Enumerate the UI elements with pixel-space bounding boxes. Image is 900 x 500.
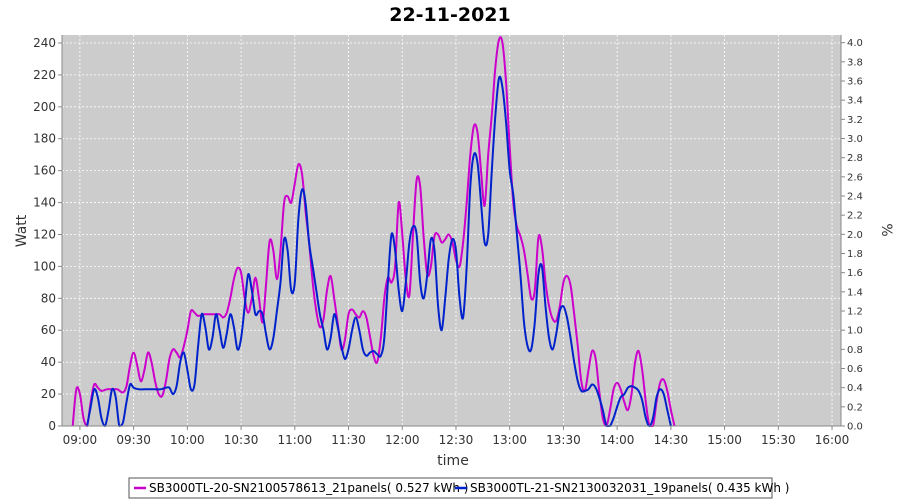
x-tick-label: 15:00	[707, 433, 742, 447]
y-tick-label: 100	[33, 259, 56, 273]
y2-tick-label: 0.8	[847, 345, 863, 356]
y2-tick-label: 2.8	[847, 153, 863, 164]
y2-tick-label: 0.2	[847, 402, 863, 413]
y2-tick-label: 1.2	[847, 307, 863, 318]
y-tick-label: 220	[33, 68, 56, 82]
y2-tick-label: 3.0	[847, 134, 863, 145]
legend-label-2: SB3000TL-21-SN2130032031_19panels( 0.435…	[470, 481, 789, 495]
y-tick-label: 40	[41, 355, 56, 369]
y-tick-label: 20	[41, 387, 56, 401]
x-tick-label: 14:00	[600, 433, 635, 447]
axes: 09:00 09:30 10:00 10:30 11:00 11:30 12:00 12:30…	[33, 35, 863, 447]
x-tick-label: 11:30	[331, 433, 366, 447]
legend: SB3000TL-20-SN2100578613_21panels( 0.527…	[128, 477, 789, 499]
y2-tick-label: 3.6	[847, 77, 863, 88]
y2-tick-label: 1.4	[847, 287, 863, 298]
y2-tick-label: 1.6	[847, 268, 863, 279]
x-tick-label: 11:00	[278, 433, 313, 447]
x-tick-label: 14:30	[654, 433, 689, 447]
x-tick-label: 10:30	[224, 433, 259, 447]
y-tick-label: 180	[33, 132, 56, 146]
x-tick-label: 16:00	[815, 433, 850, 447]
x-tick-label: 10:00	[170, 433, 205, 447]
plot-area	[62, 35, 841, 426]
x-tick-label: 15:30	[761, 433, 796, 447]
x-tick-label: 09:30	[116, 433, 151, 447]
y-tick-label: 80	[41, 291, 56, 305]
y2-tick-label: 0.4	[847, 383, 863, 394]
legend-box	[128, 477, 773, 499]
y2-tick-label: 3.4	[847, 96, 863, 107]
y2-tick-label: 0.0	[847, 422, 863, 433]
x-axis-title: time	[437, 453, 469, 469]
y2-tick-label: 2.2	[847, 211, 863, 222]
legend-label-1: SB3000TL-20-SN2100578613_21panels( 0.527…	[149, 481, 468, 495]
y2-tick-label: 0.6	[847, 364, 863, 375]
y-tick-label: 0	[48, 419, 56, 433]
y2-tick-label: 1.8	[847, 249, 863, 260]
y-tick-label: 60	[41, 323, 56, 337]
series-group	[71, 36, 676, 427]
y-tick-label: 140	[33, 196, 56, 210]
y2-axis-title: %	[878, 223, 894, 236]
x-tick-label: 09:00	[63, 433, 98, 447]
y-tick-label: 160	[33, 164, 56, 178]
y2-tick-label: 1.0	[847, 326, 863, 337]
y2-tick-label: 3.8	[847, 57, 863, 68]
x-tick-label: 13:00	[492, 433, 527, 447]
x-tick-label: 12:00	[385, 433, 420, 447]
y2-tick-label: 3.2	[847, 115, 863, 126]
y-axis-title: Watt	[14, 214, 30, 247]
y2-tick-label: 4.0	[847, 38, 863, 49]
chart-title: 22-11-2021	[389, 4, 511, 26]
y2-tick-label: 2.6	[847, 172, 863, 183]
series-line-1	[71, 36, 676, 427]
y2-tick-label: 2.0	[847, 230, 863, 241]
y-tick-label: 120	[33, 227, 56, 241]
y-tick-label: 240	[33, 36, 56, 50]
x-tick-label: 12:30	[439, 433, 474, 447]
x-tick-label: 13:30	[546, 433, 581, 447]
series-line-2	[86, 75, 672, 427]
y-tick-label: 200	[33, 100, 56, 114]
y2-tick-label: 2.4	[847, 192, 863, 203]
